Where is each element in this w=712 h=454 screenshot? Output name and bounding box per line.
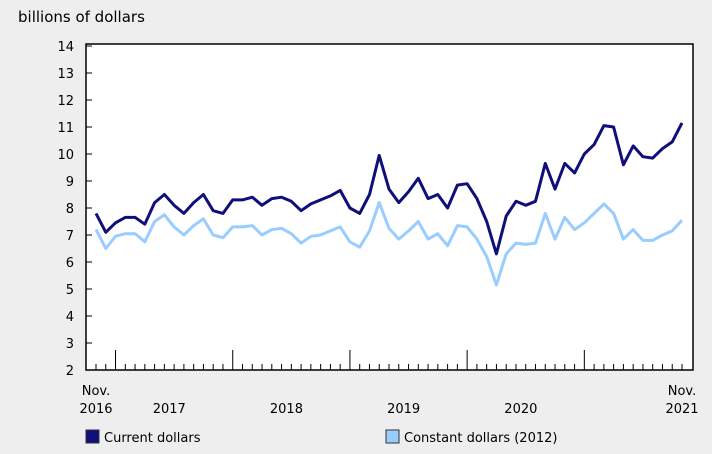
y-tick-label: 12 bbox=[57, 94, 74, 109]
legend-label-constant: Constant dollars (2012) bbox=[404, 431, 557, 446]
legend-swatch-constant bbox=[385, 429, 400, 444]
y-tick-label: 2 bbox=[66, 364, 74, 379]
x-tick-label-year: 2019 bbox=[387, 402, 420, 417]
y-axis-title: billions of dollars bbox=[18, 8, 145, 26]
x-tick-label-year: 2020 bbox=[504, 402, 537, 417]
legend-label-current: Current dollars bbox=[104, 431, 201, 446]
y-tick-label: 3 bbox=[66, 337, 74, 352]
y-tick-label: 4 bbox=[66, 310, 74, 325]
series-line-current-dollars bbox=[94, 122, 684, 256]
y-tick-label: 13 bbox=[57, 67, 74, 82]
y-tick-label: 6 bbox=[66, 256, 74, 271]
x-tick-label-month: Nov. bbox=[668, 384, 697, 399]
x-tick-label-year: 2016 bbox=[79, 402, 112, 417]
y-tick-label: 14 bbox=[57, 40, 74, 55]
y-tick-label: 7 bbox=[66, 229, 74, 244]
plot-area bbox=[85, 43, 694, 371]
y-tick-label: 5 bbox=[66, 283, 74, 298]
y-tick-label: 8 bbox=[66, 202, 74, 217]
x-tick-label-year: 2021 bbox=[665, 402, 698, 417]
legend-swatch-current bbox=[85, 429, 100, 444]
x-tick-label-month: Nov. bbox=[82, 384, 111, 399]
x-tick-label-year: 2017 bbox=[153, 402, 186, 417]
x-tick-label-year: 2018 bbox=[270, 402, 303, 417]
series-line-constant-dollars bbox=[94, 201, 684, 287]
y-tick-label: 11 bbox=[57, 121, 74, 136]
y-tick-label: 10 bbox=[57, 148, 74, 163]
y-tick-label: 9 bbox=[66, 175, 74, 190]
